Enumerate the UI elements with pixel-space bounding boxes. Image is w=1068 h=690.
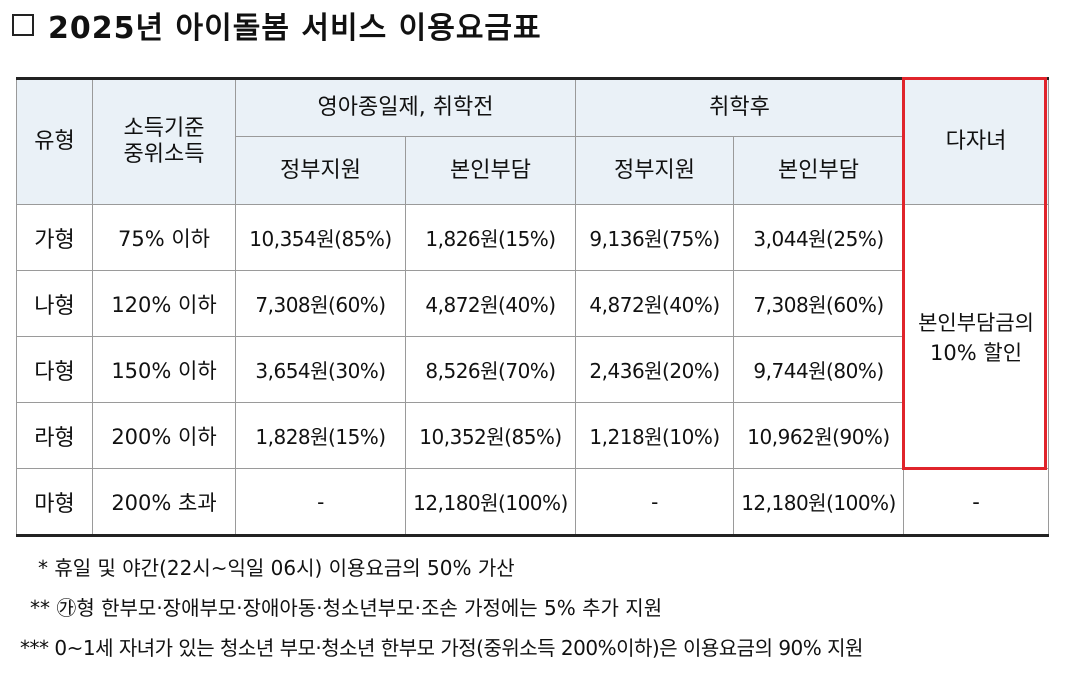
header-type: 유형: [16, 77, 93, 205]
multi-discount-line1: 본인부담금의: [918, 310, 1034, 335]
page-title-text: 2025년 아이돌봄 서비스 이용요금표: [48, 11, 542, 46]
footnote-2: ** ㉮형 한부모·장애부모·장애아동·청소년부모·조손 가정에는 5% 추가 …: [30, 596, 663, 620]
row-post-self: 3,044원(25%): [733, 204, 905, 271]
table-row: 라형 200% 이하 1,828원(15%) 10,352원(85%) 1,21…: [16, 402, 1049, 469]
row-post-self: 10,962원(90%): [733, 402, 905, 469]
row-post-self: 7,308원(60%): [733, 270, 905, 337]
row-pre-gov: 10,354원(85%): [235, 204, 406, 271]
row-income: 200% 이하: [92, 402, 236, 469]
row-pre-self: 8,526원(70%): [404, 336, 577, 403]
header-post-self: 본인부담: [733, 136, 905, 205]
row-type: 라형: [16, 402, 93, 469]
row-pre-self: 4,872원(40%): [404, 270, 577, 337]
header-pre-gov: 정부지원: [235, 136, 406, 205]
footnote-3: *** 0~1세 자녀가 있는 청소년 부모·청소년 한부모 가정(중위소득 2…: [20, 636, 863, 660]
row-pre-gov: -: [235, 468, 406, 537]
multi-child-discount: 본인부담금의 10% 할인: [903, 204, 1050, 469]
header-group-school: 취학후: [575, 77, 905, 137]
header-pre-self: 본인부담: [404, 136, 577, 205]
fee-table: 유형 소득기준 중위소득 영아종일제, 취학전 취학후 다자녀 정부지원 본인부…: [16, 77, 1050, 537]
row-pre-self: 12,180원(100%): [404, 468, 577, 537]
row-income: 75% 이하: [92, 204, 236, 271]
row-pre-gov: 3,654원(30%): [235, 336, 406, 403]
row-type: 마형: [16, 468, 93, 537]
row-income: 200% 초과: [92, 468, 236, 537]
row-post-gov: -: [575, 468, 735, 537]
row-pre-self: 1,826원(15%): [404, 204, 577, 271]
row-type: 나형: [16, 270, 93, 337]
header-group-preschool: 영아종일제, 취학전: [234, 77, 577, 137]
header-income-line1: 소득기준: [123, 116, 205, 141]
header-post-gov: 정부지원: [575, 136, 735, 205]
multi-discount-line2: 10% 할인: [930, 340, 1023, 365]
row-post-self: 12,180원(100%): [733, 468, 905, 537]
checkbox-square-icon: [12, 14, 34, 36]
row-multi: -: [903, 468, 1050, 537]
row-pre-self: 10,352원(85%): [404, 402, 577, 469]
row-post-self: 9,744원(80%): [733, 336, 905, 403]
table-row: 가형 75% 이하 10,354원(85%) 1,826원(15%) 9,136…: [16, 204, 1050, 469]
row-post-gov: 9,136원(75%): [575, 204, 735, 271]
row-income: 150% 이하: [92, 336, 236, 403]
row-post-gov: 4,872원(40%): [575, 270, 735, 337]
row-type: 가형: [16, 204, 93, 271]
row-pre-gov: 7,308원(60%): [235, 270, 406, 337]
table-row: 나형 120% 이하 7,308원(60%) 4,872원(40%) 4,872…: [16, 270, 1049, 337]
row-income: 120% 이하: [92, 270, 236, 337]
row-type: 다형: [16, 336, 93, 403]
page-title: 2025년 아이돌봄 서비스 이용요금표: [12, 2, 542, 48]
footnotes: * 휴일 및 야간(22시~익일 06시) 이용요금의 50% 가산 ** ㉮형…: [20, 548, 1060, 668]
header-income-line2: 중위소득: [123, 142, 205, 167]
header-multi-child: 다자녀: [903, 77, 1050, 205]
header-income: 소득기준 중위소득: [92, 77, 236, 205]
row-post-gov: 2,436원(20%): [575, 336, 735, 403]
table-row: 다형 150% 이하 3,654원(30%) 8,526원(70%) 2,436…: [16, 336, 1049, 403]
footnote-1: * 휴일 및 야간(22시~익일 06시) 이용요금의 50% 가산: [38, 556, 515, 580]
table-row: 마형 200% 초과 - 12,180원(100%) - 12,180원(100…: [16, 468, 1050, 537]
row-post-gov: 1,218원(10%): [575, 402, 735, 469]
row-pre-gov: 1,828원(15%): [235, 402, 406, 469]
